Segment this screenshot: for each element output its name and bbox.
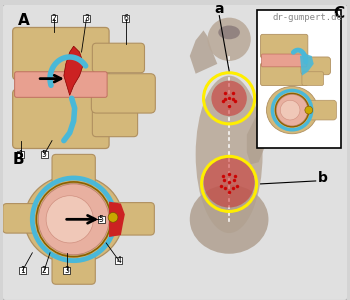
Bar: [116, 257, 122, 264]
Circle shape: [38, 184, 109, 255]
Bar: [83, 15, 90, 22]
Text: 5: 5: [99, 215, 104, 224]
FancyBboxPatch shape: [309, 100, 336, 120]
Text: 2: 2: [42, 266, 47, 275]
Text: 3: 3: [64, 266, 69, 275]
FancyBboxPatch shape: [3, 204, 38, 233]
FancyBboxPatch shape: [92, 43, 145, 73]
Ellipse shape: [190, 185, 268, 254]
Circle shape: [46, 196, 93, 243]
Text: B: B: [13, 152, 24, 167]
Polygon shape: [109, 202, 125, 237]
Text: b: b: [318, 171, 328, 185]
Circle shape: [276, 94, 308, 126]
Polygon shape: [190, 30, 217, 74]
Text: 4: 4: [117, 256, 121, 265]
Text: 3: 3: [84, 14, 89, 23]
FancyBboxPatch shape: [15, 72, 107, 97]
Ellipse shape: [218, 26, 240, 39]
FancyBboxPatch shape: [302, 72, 323, 86]
FancyBboxPatch shape: [261, 34, 308, 58]
FancyBboxPatch shape: [109, 202, 154, 235]
FancyBboxPatch shape: [301, 57, 330, 75]
FancyBboxPatch shape: [13, 28, 109, 80]
Circle shape: [204, 156, 255, 208]
Bar: [41, 151, 48, 158]
Text: dr-gumpert.de: dr-gumpert.de: [272, 13, 342, 22]
FancyBboxPatch shape: [91, 74, 155, 113]
FancyBboxPatch shape: [2, 4, 348, 300]
FancyBboxPatch shape: [52, 255, 95, 284]
FancyBboxPatch shape: [261, 63, 308, 86]
Bar: [257, 10, 341, 148]
FancyBboxPatch shape: [13, 89, 109, 148]
Circle shape: [208, 18, 251, 61]
Text: 5: 5: [42, 150, 47, 159]
Ellipse shape: [266, 86, 318, 134]
Text: 2: 2: [51, 14, 56, 23]
Bar: [50, 15, 57, 22]
Ellipse shape: [196, 76, 262, 233]
Text: a: a: [214, 2, 224, 16]
Bar: [63, 267, 70, 274]
Bar: [98, 216, 105, 223]
Polygon shape: [300, 54, 314, 76]
Bar: [17, 151, 24, 158]
Bar: [19, 267, 26, 274]
Text: 6: 6: [123, 14, 128, 23]
Text: C: C: [334, 6, 344, 21]
Circle shape: [280, 100, 300, 120]
Text: A: A: [18, 13, 29, 28]
Circle shape: [108, 212, 118, 222]
Polygon shape: [247, 103, 268, 164]
Text: 1: 1: [20, 266, 25, 275]
Text: 1: 1: [18, 150, 23, 159]
FancyBboxPatch shape: [92, 109, 138, 137]
FancyBboxPatch shape: [261, 54, 307, 67]
Bar: [122, 15, 129, 22]
FancyBboxPatch shape: [52, 154, 95, 184]
Ellipse shape: [25, 175, 123, 264]
Circle shape: [305, 106, 313, 114]
Bar: [41, 267, 48, 274]
Polygon shape: [64, 46, 84, 95]
Circle shape: [211, 81, 247, 116]
